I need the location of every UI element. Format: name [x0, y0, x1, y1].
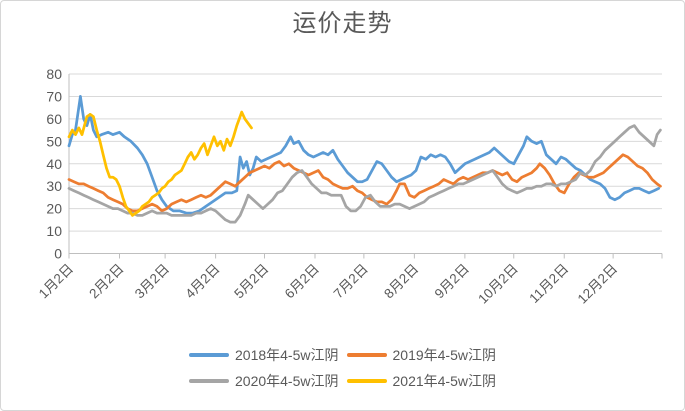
x-tick-label: 12月2日 [575, 261, 621, 307]
legend-swatch-2018 [189, 352, 229, 357]
x-tick-label: 8月2日 [381, 261, 421, 301]
y-tick-label: 50 [46, 133, 62, 149]
x-tick-label: 6月2日 [282, 261, 322, 301]
legend-swatch-2019 [346, 352, 387, 357]
y-tick-label: 20 [46, 201, 62, 217]
y-tick-label: 30 [46, 178, 62, 194]
y-tick-label: 0 [54, 246, 62, 262]
y-tick-label: 70 [46, 88, 62, 104]
legend-swatch-2021 [346, 378, 387, 383]
y-tick-label: 80 [46, 66, 62, 82]
legend-item-2020: 2020年4-5w江阴 [189, 368, 339, 393]
legend-row-1: 2018年4-5w江阴 2019年4-5w江阴 [189, 342, 496, 367]
y-tick-label: 60 [46, 111, 62, 127]
legend-label-2018: 2018年4-5w江阴 [235, 346, 339, 363]
series-line-2020年4-5w江阴 [67, 124, 662, 224]
x-tick-label: 10月2日 [475, 261, 521, 307]
series-line-2021年4-5w江阴 [67, 110, 253, 217]
x-tick-label: 4月2日 [182, 261, 222, 301]
series-line-2018年4-5w江阴 [67, 95, 661, 215]
x-tick-label: 1月2日 [36, 261, 76, 301]
legend-row-2: 2020年4-5w江阴 2021年4-5w江阴 [189, 368, 496, 393]
x-tick-label: 3月2日 [132, 261, 172, 301]
x-tick-label: 9月2日 [432, 261, 472, 301]
legend-label-2020: 2020年4-5w江阴 [235, 372, 339, 389]
legend-swatch-2020 [189, 378, 229, 383]
x-tick-label: 2月2日 [86, 261, 126, 301]
chart-title: 运价走势 [292, 10, 393, 37]
x-tick-label: 11月2日 [526, 261, 571, 306]
legend-item-2018: 2018年4-5w江阴 [189, 342, 339, 367]
y-tick-label: 10 [46, 223, 62, 239]
legend-item-2019: 2019年4-5w江阴 [346, 342, 497, 367]
chart-legend: 2018年4-5w江阴 2019年4-5w江阴 2020年4-5w江阴 2021… [1, 342, 684, 393]
x-tick-label: 5月2日 [231, 261, 271, 301]
legend-item-2021: 2021年4-5w江阴 [346, 368, 497, 393]
legend-label-2021: 2021年4-5w江阴 [392, 372, 497, 389]
y-tick-label: 40 [46, 156, 62, 172]
x-tick-label: 7月2日 [331, 261, 371, 301]
legend-label-2019: 2019年4-5w江阴 [392, 346, 497, 363]
